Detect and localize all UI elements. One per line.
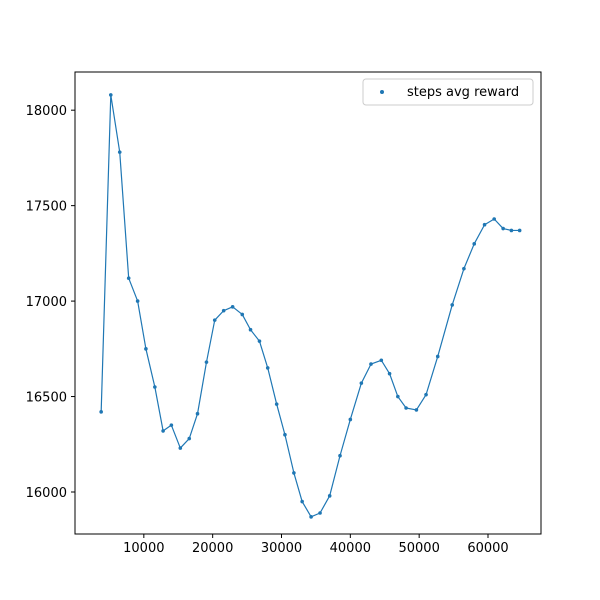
x-tick-label: 30000 xyxy=(261,541,302,556)
data-point xyxy=(265,366,270,370)
x-tick-label: 50000 xyxy=(398,541,439,556)
data-point xyxy=(501,226,505,231)
y-axis: 16000 16500 17000 17500 18000 xyxy=(26,104,75,501)
data-point xyxy=(230,305,235,309)
data-point xyxy=(435,354,440,359)
data-point xyxy=(492,217,496,221)
data-point xyxy=(414,408,419,412)
data-point xyxy=(318,511,322,515)
x-tick-label: 10000 xyxy=(123,541,164,556)
plot-area xyxy=(75,72,541,534)
plot-frame xyxy=(74,71,542,535)
x-tick-label: 20000 xyxy=(192,541,233,556)
y-tick-label: 16000 xyxy=(26,486,67,501)
data-point xyxy=(108,93,113,97)
data-point xyxy=(482,222,487,227)
data-point xyxy=(396,394,400,399)
data-point xyxy=(187,436,192,441)
data-point xyxy=(348,417,353,422)
data-point xyxy=(309,515,313,519)
data-point xyxy=(240,312,245,317)
data-point xyxy=(221,308,226,313)
data-point xyxy=(379,358,384,363)
x-tick-label: 60000 xyxy=(467,541,508,556)
data-point xyxy=(327,494,332,498)
legend-label: steps avg reward xyxy=(407,85,519,100)
data-point xyxy=(274,402,279,406)
y-tick-label: 17000 xyxy=(26,295,67,310)
data-point xyxy=(359,381,364,385)
legend-marker xyxy=(380,90,384,94)
data-point xyxy=(169,423,174,427)
data-point xyxy=(424,392,428,397)
data-point xyxy=(117,150,122,154)
data-point xyxy=(153,385,157,389)
legend-box xyxy=(362,78,534,106)
data-point xyxy=(369,362,373,366)
data-point xyxy=(300,499,304,504)
data-point xyxy=(450,303,455,307)
series-layer xyxy=(99,93,522,519)
data-point xyxy=(144,347,148,351)
y-tick-label: 18000 xyxy=(26,104,67,119)
x-tick-label: 40000 xyxy=(330,541,371,556)
data-point xyxy=(462,266,466,271)
data-point xyxy=(161,429,165,433)
data-point xyxy=(99,410,103,414)
x-axis: 10000 20000 30000 40000 50000 60000 xyxy=(123,534,509,556)
data-point xyxy=(257,339,262,343)
data-point xyxy=(248,327,253,332)
data-point xyxy=(178,446,183,450)
data-point xyxy=(135,299,140,303)
y-tick-label: 16500 xyxy=(26,391,67,406)
data-point xyxy=(517,228,522,233)
data-point xyxy=(283,432,287,437)
legend: steps avg reward xyxy=(362,78,534,106)
data-point xyxy=(204,360,209,364)
data-point xyxy=(338,453,342,458)
y-tick-label: 17500 xyxy=(26,200,67,215)
data-point xyxy=(387,371,392,376)
data-point xyxy=(404,406,408,410)
data-point xyxy=(126,276,131,280)
data-point xyxy=(212,318,217,322)
data-point xyxy=(292,471,296,475)
data-point xyxy=(195,411,200,416)
series-line xyxy=(100,94,520,518)
data-point xyxy=(509,228,514,233)
data-point xyxy=(472,242,477,246)
